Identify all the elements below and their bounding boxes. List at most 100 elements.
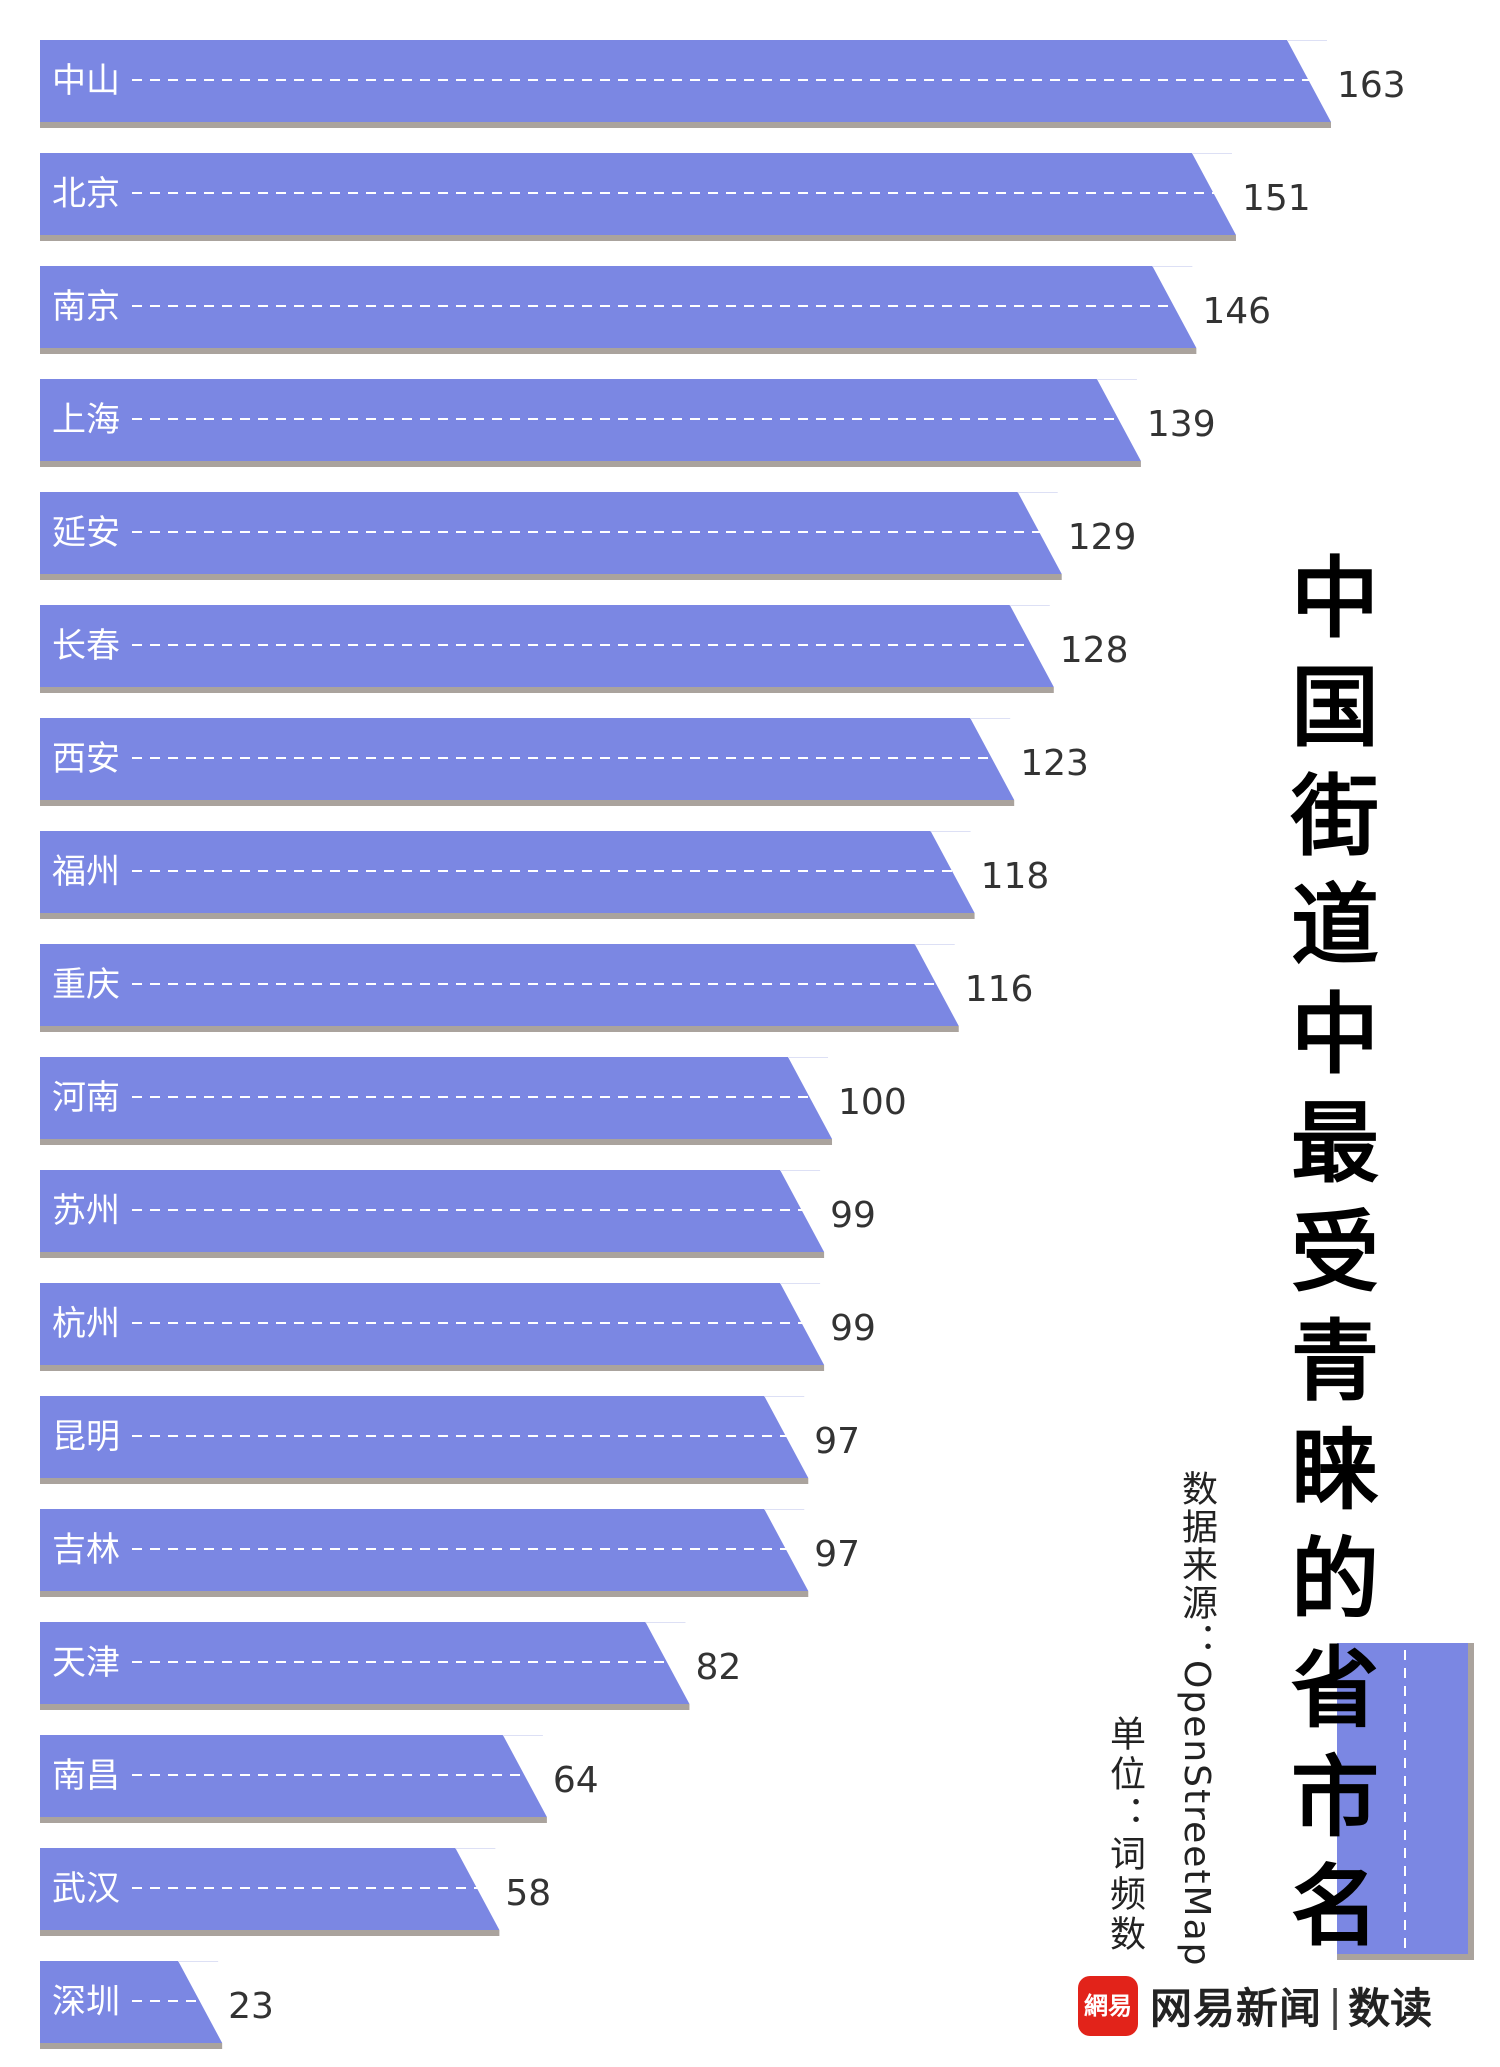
value-label: 97	[814, 1534, 860, 1575]
category-label: 西安	[52, 739, 120, 779]
title-char: 市	[1290, 1746, 1379, 1849]
title-char: 中	[1290, 547, 1379, 650]
netease-news-logo: 網易 网易新闻 | 数读	[1078, 1975, 1432, 2036]
title-char: 受	[1290, 1201, 1379, 1304]
bar-group: 南京 146	[40, 266, 1271, 354]
bar-group: 杭州 99	[40, 1283, 876, 1371]
bar	[40, 40, 1331, 122]
bar-shadow	[40, 1026, 959, 1032]
bar-shadow	[40, 913, 975, 919]
bar	[40, 1170, 825, 1252]
unit-note: 单位：词频数	[1104, 1715, 1145, 1955]
bar-shadow	[40, 1591, 809, 1597]
bar	[40, 1735, 547, 1817]
bar-shadow	[40, 1704, 690, 1710]
logo-name: 网易新闻	[1150, 1984, 1323, 2033]
title-char: 名	[1290, 1855, 1379, 1958]
value-label: 99	[830, 1195, 876, 1236]
bar-group: 上海 139	[40, 379, 1216, 467]
value-label: 163	[1337, 65, 1406, 106]
bar-shadow	[40, 574, 1062, 580]
value-label: 100	[838, 1082, 907, 1123]
data-source-note: 数据来源：OpenStreetMap	[1176, 1470, 1217, 1968]
value-label: 139	[1147, 404, 1216, 445]
bar-group: 延安 129	[40, 492, 1136, 580]
bar-group: 福州 118	[40, 831, 1049, 919]
bar-shadow	[40, 1478, 809, 1484]
bar-group: 长春 128	[40, 605, 1129, 693]
value-label: 64	[553, 1760, 599, 1801]
category-label: 苏州	[52, 1191, 120, 1231]
bar	[40, 1283, 825, 1365]
title-char: 的	[1290, 1528, 1379, 1631]
bar-shadow	[40, 122, 1331, 128]
category-label: 延安	[52, 513, 120, 553]
bar-shadow	[40, 1930, 500, 1936]
value-label: 99	[830, 1308, 876, 1349]
category-label: 昆明	[52, 1417, 120, 1457]
category-label: 北京	[52, 174, 120, 214]
bar	[40, 1848, 500, 1930]
bar-shadow	[40, 235, 1236, 241]
bar-shadow	[40, 1252, 825, 1258]
logo-separator: |	[1328, 1981, 1343, 2030]
category-label: 南昌	[52, 1756, 120, 1796]
bar-group: 西安 123	[40, 718, 1089, 806]
bar-group: 北京 151	[40, 153, 1311, 241]
bar-shadow	[40, 348, 1197, 354]
bar-shadow	[40, 1817, 547, 1823]
value-label: 123	[1020, 743, 1089, 784]
bar-shadow	[40, 800, 1015, 806]
bar-group: 南昌 64	[40, 1735, 599, 1823]
value-label: 129	[1068, 517, 1137, 558]
title-char: 街	[1290, 765, 1379, 868]
category-label: 武汉	[52, 1869, 120, 1909]
title-accent-bar	[1337, 1643, 1474, 1960]
bar	[40, 1622, 690, 1704]
logo-sub: 数读	[1348, 1984, 1433, 2033]
bar-group: 苏州 99	[40, 1170, 876, 1258]
category-label: 重庆	[52, 965, 120, 1005]
value-label: 146	[1202, 291, 1271, 332]
bar	[40, 1961, 223, 2043]
category-label: 杭州	[52, 1304, 120, 1344]
bar-group: 武汉 58	[40, 1848, 551, 1936]
title-char: 最	[1290, 1092, 1379, 1195]
category-label: 南京	[52, 287, 120, 327]
bar-group: 深圳 23	[40, 1961, 274, 2049]
value-label: 116	[965, 969, 1034, 1010]
category-label: 长春	[52, 626, 120, 666]
value-label: 118	[981, 856, 1050, 897]
category-label: 中山	[52, 61, 120, 101]
netease-badge-icon: 網易	[1078, 1975, 1138, 2036]
value-label: 23	[228, 1986, 274, 2027]
bar-group: 河南 100	[40, 1057, 907, 1145]
title-char: 睐	[1290, 1419, 1379, 1522]
title-char: 青	[1290, 1310, 1379, 1413]
bar-group: 中山 163	[40, 40, 1406, 128]
title-char: 国	[1290, 656, 1379, 759]
title-char: 省	[1290, 1637, 1379, 1740]
bar-group: 吉林 97	[40, 1509, 860, 1597]
bars-group: 中山 163 北京 151 南京 146 上海 139 延安 129 长春 128 西安 123 福州 118…	[40, 40, 1406, 2049]
bar-shadow	[40, 2043, 223, 2049]
bar	[40, 1057, 833, 1139]
title-char: 中	[1290, 983, 1379, 1086]
bar-group: 天津 82	[40, 1622, 741, 1710]
category-label: 天津	[52, 1643, 120, 1683]
value-label: 128	[1060, 630, 1129, 671]
title-char: 道	[1290, 874, 1379, 977]
category-label: 上海	[52, 400, 120, 440]
bar	[40, 718, 1015, 800]
value-label: 82	[695, 1647, 741, 1688]
bar-group: 重庆 116	[40, 944, 1033, 1032]
value-label: 97	[814, 1421, 860, 1462]
bar-shadow	[40, 687, 1054, 693]
value-label: 58	[505, 1873, 551, 1914]
category-label: 吉林	[52, 1530, 120, 1570]
bar-shadow	[40, 461, 1141, 467]
bar-shadow	[40, 1365, 825, 1371]
category-label: 福州	[52, 852, 120, 892]
value-label: 151	[1242, 178, 1311, 219]
